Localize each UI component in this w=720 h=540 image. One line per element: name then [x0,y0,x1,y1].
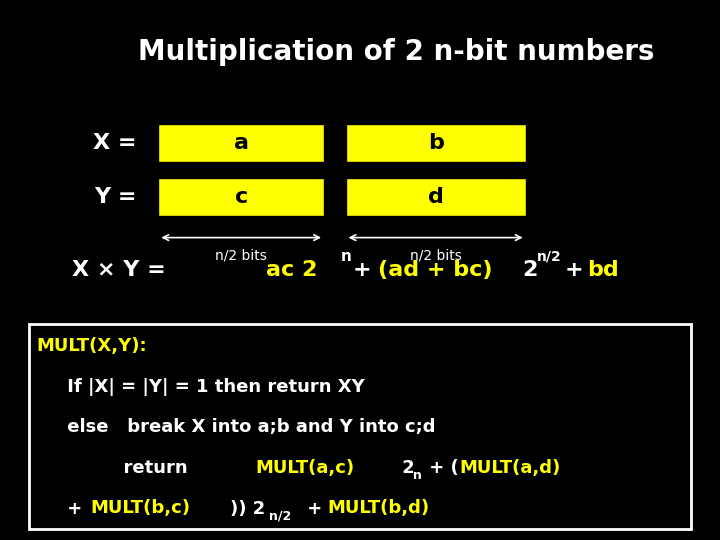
Text: Y =: Y = [94,187,137,207]
Text: bd: bd [587,260,618,280]
Text: c: c [235,187,248,207]
Text: MULT(X,Y):: MULT(X,Y): [36,338,147,355]
Text: (ad + bc): (ad + bc) [378,260,492,280]
Text: +: + [565,260,592,280]
Text: n/2: n/2 [536,249,561,264]
Bar [29,324,691,529]
Text: n/2 bits: n/2 bits [410,248,462,262]
Text: n: n [341,249,351,264]
Text: MULT(b,d): MULT(b,d) [328,500,430,517]
Text: +: + [353,260,379,280]
Text: ac 2: ac 2 [266,260,318,280]
Text: X =: X = [94,133,137,153]
Text: d: d [428,187,444,207]
Text: a: a [234,133,248,153]
Text: )) 2: )) 2 [230,500,266,517]
Text: + (: + ( [423,459,459,477]
Text: If |X| = |Y| = 1 then return XY: If |X| = |Y| = 1 then return XY [36,378,365,396]
Text: MULT(a,d): MULT(a,d) [459,459,561,477]
Text: n/2: n/2 [269,509,291,522]
Text: b: b [428,133,444,153]
Bar [158,124,324,162]
Bar [158,178,324,216]
Bar [346,178,526,216]
Text: +: + [36,500,89,517]
Text: return: return [36,459,194,477]
Text: else   break X into a;b and Y into c;d: else break X into a;b and Y into c;d [36,418,436,436]
Text: MULT(a,c): MULT(a,c) [256,459,355,477]
Text: Multiplication of 2 n-bit numbers: Multiplication of 2 n-bit numbers [138,38,654,66]
Text: n/2 bits: n/2 bits [215,248,267,262]
Text: +: + [301,500,328,517]
Text: 2: 2 [396,459,415,477]
Text: n: n [413,469,421,482]
Bar [346,124,526,162]
Text: X × Y =: X × Y = [72,260,174,280]
Text: 2: 2 [522,260,537,280]
Text: MULT(b,c): MULT(b,c) [90,500,190,517]
